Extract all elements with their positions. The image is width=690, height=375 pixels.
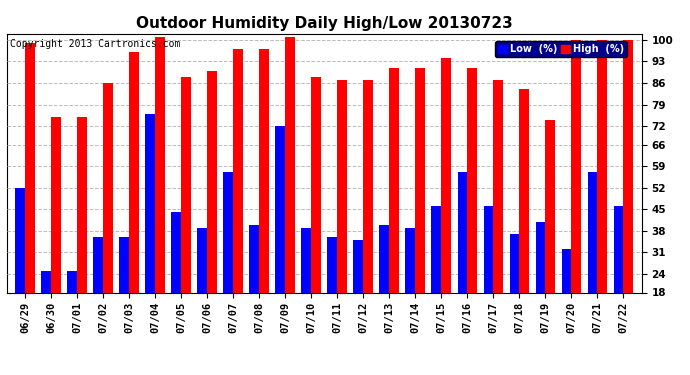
Bar	[171, 212, 181, 292]
Bar	[353, 240, 364, 292]
Bar	[337, 80, 347, 292]
Bar	[406, 228, 415, 292]
Bar	[467, 68, 477, 292]
Bar	[155, 37, 165, 292]
Bar	[624, 40, 633, 292]
Bar	[207, 71, 217, 292]
Bar	[104, 83, 113, 292]
Bar	[588, 172, 598, 292]
Bar	[562, 249, 571, 292]
Bar	[146, 114, 155, 292]
Title: Outdoor Humidity Daily High/Low 20130723: Outdoor Humidity Daily High/Low 20130723	[136, 16, 513, 31]
Bar	[389, 68, 400, 292]
Bar	[51, 117, 61, 292]
Bar	[285, 37, 295, 292]
Bar	[197, 228, 207, 292]
Bar	[457, 172, 467, 292]
Bar	[328, 237, 337, 292]
Bar	[129, 52, 139, 292]
Bar	[249, 225, 259, 292]
Bar	[613, 206, 624, 292]
Bar	[431, 206, 442, 292]
Bar	[119, 237, 129, 292]
Bar	[41, 271, 51, 292]
Bar	[311, 77, 321, 292]
Bar	[484, 206, 493, 292]
Bar	[77, 117, 87, 292]
Bar	[302, 228, 311, 292]
Bar	[415, 68, 425, 292]
Text: Copyright 2013 Cartronics.com: Copyright 2013 Cartronics.com	[10, 39, 181, 49]
Bar	[233, 49, 243, 292]
Bar	[442, 58, 451, 292]
Bar	[93, 237, 104, 292]
Bar	[364, 80, 373, 292]
Bar	[598, 40, 607, 292]
Bar	[224, 172, 233, 292]
Bar	[15, 188, 25, 292]
Legend: Low  (%), High  (%): Low (%), High (%)	[495, 41, 627, 57]
Bar	[545, 120, 555, 292]
Bar	[520, 89, 529, 292]
Bar	[25, 43, 35, 292]
Bar	[67, 271, 77, 292]
Bar	[275, 126, 285, 292]
Bar	[181, 77, 191, 292]
Bar	[259, 49, 269, 292]
Bar	[509, 234, 520, 292]
Bar	[380, 225, 389, 292]
Bar	[493, 80, 503, 292]
Bar	[535, 222, 545, 292]
Bar	[571, 40, 582, 292]
